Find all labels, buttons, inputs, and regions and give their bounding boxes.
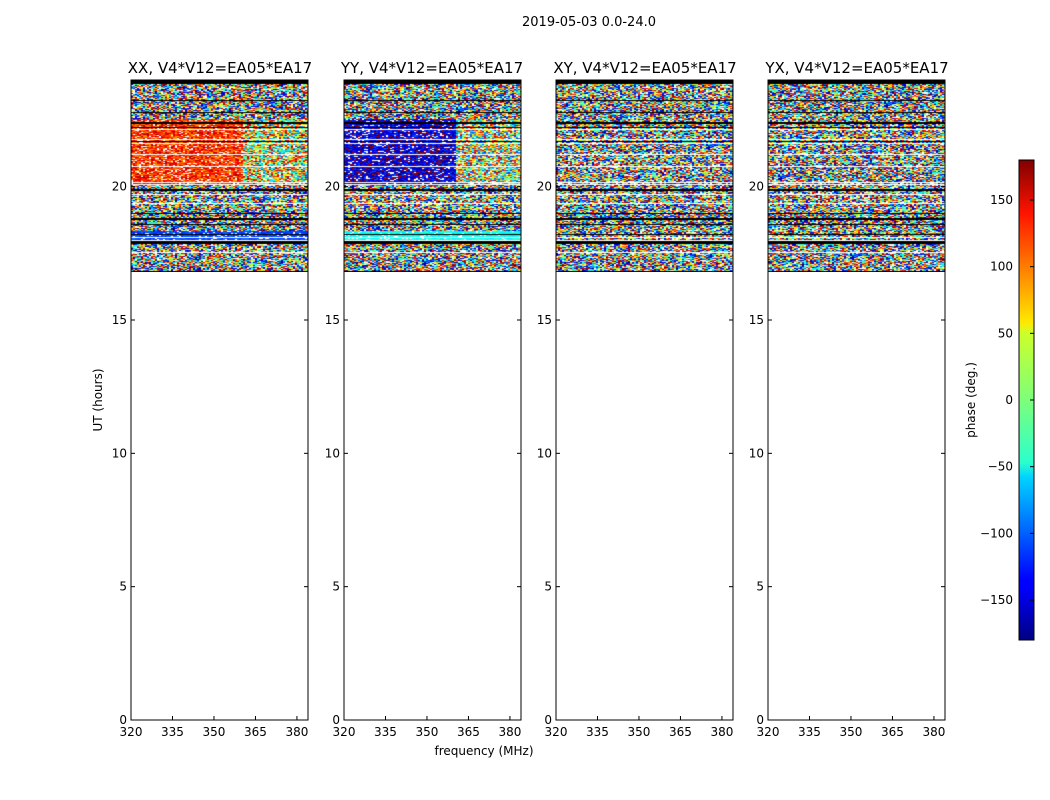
- x-ticks-yx: 320 335 350 365 380: [757, 80, 945, 739]
- phase-image-xy: [556, 80, 733, 272]
- x-axis-label: frequency (MHz): [434, 744, 533, 758]
- x-tick-label: 350: [840, 725, 863, 739]
- x-tick-label: 365: [244, 725, 267, 739]
- y-ticks-yx: 0 5 10 15 20: [749, 180, 945, 727]
- x-ticks-yy: 320 335 350 365 380: [333, 80, 521, 739]
- y-tick-label: 20: [749, 180, 764, 194]
- x-tick-label: 320: [120, 725, 143, 739]
- y-tick-label: 10: [537, 446, 552, 460]
- x-tick-label: 320: [757, 725, 780, 739]
- phase-image-xx: [131, 80, 308, 272]
- panel-frame-xy: [555, 79, 734, 721]
- x-tick-label: 350: [416, 725, 439, 739]
- panel-title-yx: YX, V4*V12=EA05*EA17: [764, 59, 948, 77]
- y-tick-label: 15: [325, 313, 340, 327]
- phase-heatmap: [768, 80, 945, 272]
- x-tick-label: 335: [798, 725, 821, 739]
- y-tick-label: 20: [112, 180, 127, 194]
- panel-xy: XY, V4*V12=EA05*EA17 320 335 350 365 380 0 5 1…: [537, 59, 737, 739]
- y-tick-label: 20: [537, 180, 552, 194]
- colorbar-tick-label: 100: [990, 260, 1013, 274]
- panel-title-yy: YY, V4*V12=EA05*EA17: [340, 59, 523, 77]
- y-axis-label: UT (hours): [91, 368, 105, 431]
- colorbar-tick-label: −150: [980, 593, 1013, 607]
- y-tick-label: 10: [749, 446, 764, 460]
- y-tick-label: 0: [332, 713, 340, 727]
- colorbar-ticks: 150 100 50 0 −50 −100 −150: [980, 193, 1034, 607]
- y-tick-label: 0: [119, 713, 127, 727]
- y-ticks-yy: 0 5 10 15 20: [325, 180, 521, 727]
- x-tick-label: 350: [628, 725, 651, 739]
- y-ticks-xx: 0 5 10 15 20: [112, 180, 308, 727]
- colorbar-tick-label: 0: [1005, 393, 1013, 407]
- x-tick-label: 380: [922, 725, 945, 739]
- x-tick-label: 365: [669, 725, 692, 739]
- x-tick-label: 335: [586, 725, 609, 739]
- phase-image-yy: [344, 80, 521, 272]
- y-tick-label: 5: [119, 580, 127, 594]
- x-tick-label: 380: [710, 725, 733, 739]
- phase-heatmap: [131, 80, 308, 272]
- colorbar-tick-label: −100: [980, 526, 1013, 540]
- panel-yy: YY, V4*V12=EA05*EA17 320 335 350 365 380 0 5 1…: [325, 59, 523, 739]
- colorbar: 150 100 50 0 −50 −100 −150 phase (deg.): [964, 159, 1035, 641]
- colorbar-tick-label: −50: [988, 460, 1013, 474]
- y-tick-label: 0: [756, 713, 764, 727]
- colorbar-tick-label: 150: [990, 193, 1013, 207]
- x-tick-label: 365: [457, 725, 480, 739]
- colorbar-tick-label: 50: [998, 326, 1013, 340]
- x-tick-label: 335: [374, 725, 397, 739]
- x-tick-label: 320: [545, 725, 568, 739]
- y-tick-label: 5: [756, 580, 764, 594]
- panel-frame-yy: [343, 79, 522, 721]
- y-tick-label: 0: [544, 713, 552, 727]
- y-tick-label: 5: [544, 580, 552, 594]
- panel-frame-yx: [767, 79, 946, 721]
- y-tick-label: 5: [332, 580, 340, 594]
- x-tick-label: 320: [333, 725, 356, 739]
- y-tick-label: 10: [325, 446, 340, 460]
- panel-yx: YX, V4*V12=EA05*EA17 320 335 350 365 380 0 5 1…: [749, 59, 949, 739]
- panel-frame-xx: [130, 79, 309, 721]
- phase-image-yx: [768, 80, 945, 272]
- x-ticks-xy: 320 335 350 365 380: [545, 80, 733, 739]
- x-tick-label: 380: [498, 725, 521, 739]
- y-tick-label: 15: [112, 313, 127, 327]
- panel-xx: XX, V4*V12=EA05*EA17 320 335 350 365 380 0 5 1…: [112, 59, 313, 739]
- figure-title: 2019-05-03 0.0-24.0: [522, 15, 656, 30]
- y-tick-label: 10: [112, 446, 127, 460]
- panel-title-xx: XX, V4*V12=EA05*EA17: [128, 59, 312, 77]
- panel-title-xy: XY, V4*V12=EA05*EA17: [553, 59, 736, 77]
- x-tick-label: 365: [881, 725, 904, 739]
- colorbar-label: phase (deg.): [964, 362, 978, 438]
- x-tick-label: 335: [161, 725, 184, 739]
- x-tick-label: 350: [203, 725, 226, 739]
- y-ticks-xy: 0 5 10 15 20: [537, 180, 733, 727]
- phase-heatmap: [556, 80, 733, 272]
- y-tick-label: 15: [537, 313, 552, 327]
- x-tick-label: 380: [285, 725, 308, 739]
- y-tick-label: 15: [749, 313, 764, 327]
- y-tick-label: 20: [325, 180, 340, 194]
- x-ticks-xx: 320 335 350 365 380: [120, 80, 308, 739]
- phase-heatmap: [344, 80, 521, 272]
